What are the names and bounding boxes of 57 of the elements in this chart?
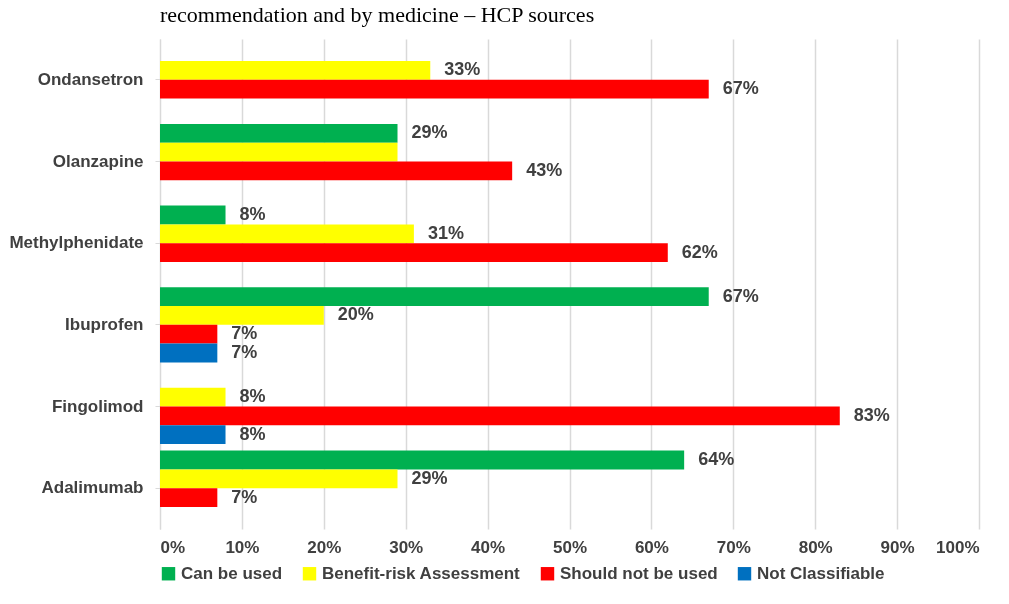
- bar: [160, 306, 324, 325]
- legend-label: Not Classifiable: [757, 563, 885, 583]
- data-label: 33%: [444, 59, 481, 80]
- bar: [160, 488, 218, 507]
- x-tick-label: 60%: [634, 537, 669, 557]
- y-tick-label: Olanzapine: [52, 151, 144, 171]
- x-tick-label: 0%: [160, 537, 186, 557]
- bar: [160, 469, 398, 489]
- x-tick-label: 70%: [716, 537, 751, 557]
- y-tick-label: Ibuprofen: [65, 314, 144, 334]
- x-tick-label: 10%: [225, 537, 260, 557]
- data-label: 20%: [337, 304, 374, 325]
- bar: [160, 425, 226, 445]
- y-tick-label: Ondansetron: [37, 69, 144, 89]
- legend-label: Benefit-risk Assessment: [322, 563, 521, 583]
- x-tick-label: 100%: [936, 537, 980, 557]
- y-tick-label: Adalimumab: [41, 478, 144, 498]
- x-tick-label: 90%: [880, 537, 915, 557]
- data-label: 83%: [853, 404, 890, 425]
- data-label: 67%: [722, 285, 759, 306]
- data-label: 8%: [239, 386, 266, 407]
- data-label: 8%: [239, 203, 266, 224]
- bar: [160, 224, 414, 244]
- data-label: 7%: [231, 342, 258, 363]
- bar: [160, 61, 431, 80]
- data-label: 7%: [231, 323, 258, 344]
- bar: [160, 243, 668, 262]
- x-tick-label: 80%: [798, 537, 833, 557]
- bar: [160, 161, 513, 181]
- x-tick-label: 20%: [307, 537, 342, 557]
- bar: [160, 79, 709, 99]
- legend-label: Should not be used: [560, 563, 718, 583]
- y-tick-label: Fingolimod: [51, 396, 144, 416]
- x-tick-label: 50%: [552, 537, 588, 557]
- data-label: 29%: [411, 122, 448, 143]
- data-label: 64%: [698, 448, 735, 469]
- data-label: 7%: [231, 486, 258, 507]
- x-tick-label: 40%: [471, 537, 506, 557]
- bar: [160, 387, 226, 407]
- bar: [160, 343, 218, 363]
- bar: [160, 205, 226, 225]
- bar: [160, 123, 398, 143]
- chart-title: recommendation and by medicine – HCP sources: [160, 2, 595, 27]
- data-label: 43%: [526, 159, 563, 180]
- bar: [160, 324, 218, 344]
- data-label: 31%: [427, 222, 464, 243]
- legend-label: Can be used: [181, 563, 283, 583]
- bar: [160, 142, 398, 162]
- x-tick-label: 30%: [389, 537, 424, 557]
- data-label: 8%: [239, 423, 266, 444]
- data-label: 62%: [681, 241, 718, 262]
- data-label: 67%: [722, 78, 759, 99]
- data-label: 29%: [411, 467, 448, 488]
- bar: [160, 450, 685, 470]
- y-tick-label: Methylphenidate: [9, 233, 144, 253]
- bar: [160, 287, 709, 307]
- bar: [160, 406, 840, 426]
